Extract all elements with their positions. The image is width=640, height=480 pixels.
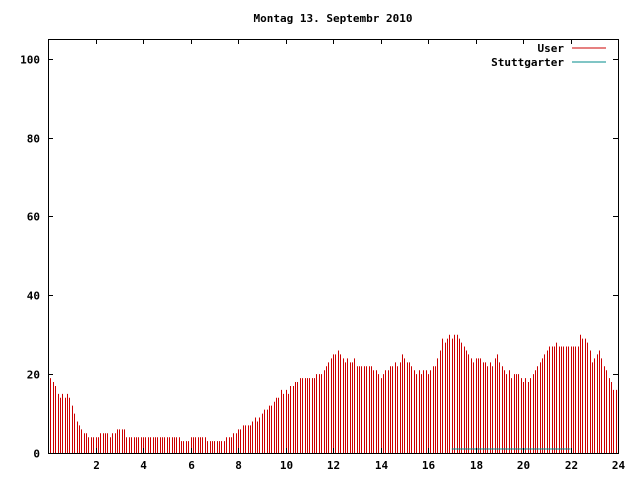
y-axis-ticks: 0 20 40 60 80 100: [20, 54, 618, 461]
x-tick-label-4: 10: [280, 459, 293, 472]
y-tick-label-3: 60: [27, 211, 40, 224]
x-tick-label-1: 4: [140, 459, 147, 472]
x-tick-label-0: 2: [93, 459, 100, 472]
user-bars: [48, 334, 617, 453]
y-tick-label-5: 100: [20, 54, 40, 67]
y-tick-label-4: 80: [27, 133, 40, 146]
x-tick-label-11: 24: [612, 459, 626, 472]
y-tick-label-2: 40: [27, 290, 40, 303]
y-tick-label-1: 20: [27, 369, 40, 382]
legend-label-stuttgarter: Stuttgarter: [491, 56, 564, 69]
x-tick-label-7: 16: [422, 459, 436, 472]
chart-title: Montag 13. Septembr 2010: [254, 12, 413, 25]
x-tick-label-3: 8: [235, 459, 242, 472]
x-tick-label-10: 22: [565, 459, 578, 472]
x-axis-ticks: 2 4 6 8 10 12 14 16 18 20 22 24: [93, 39, 625, 472]
x-tick-label-2: 6: [188, 459, 195, 472]
x-tick-label-5: 12: [327, 459, 340, 472]
x-tick-label-8: 18: [470, 459, 483, 472]
legend: User Stuttgarter: [491, 42, 606, 69]
x-tick-label-6: 14: [375, 459, 389, 472]
legend-label-user: User: [538, 42, 565, 55]
y-tick-label-0: 0: [33, 448, 40, 461]
x-tick-label-9: 20: [517, 459, 530, 472]
